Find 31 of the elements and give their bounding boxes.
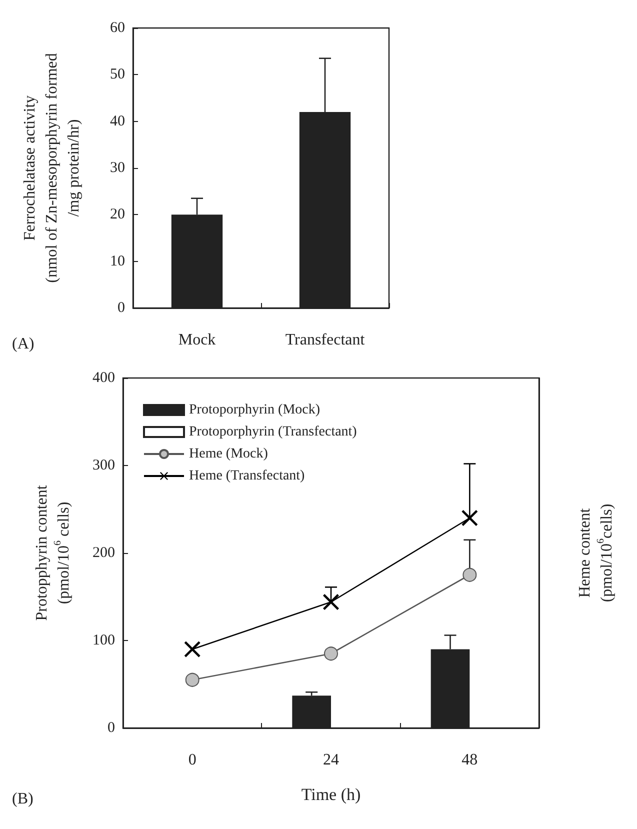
y-tick-label: 50 bbox=[110, 66, 125, 83]
y-tick-label: 10 bbox=[110, 253, 125, 270]
legend-label: Heme (Mock) bbox=[189, 446, 268, 462]
y-axis-title: Ferrochelatase activity (nmol of Zn-mesoporphyrin formed /mg protein/hr) bbox=[22, 53, 82, 283]
y-tick-label: 0 bbox=[118, 300, 125, 316]
text: (B) bbox=[12, 790, 34, 808]
legend-label: Protoporphyrin (Mock) bbox=[189, 402, 320, 418]
y-tick-label: 60 bbox=[110, 20, 125, 36]
y-tick-label: 30 bbox=[110, 160, 125, 176]
x-tick-label: 48 bbox=[462, 752, 478, 768]
y-tick-label: 40 bbox=[110, 113, 125, 130]
x-tick-label: Transfectant bbox=[285, 332, 366, 348]
point bbox=[462, 510, 478, 526]
text: (A) bbox=[12, 336, 34, 352]
y-tick-label: 20 bbox=[110, 206, 125, 223]
y-tick-label: 400 bbox=[92, 370, 115, 386]
point bbox=[184, 641, 200, 658]
legend-label: Protoporphyrin (Transfectant) bbox=[189, 424, 358, 440]
legend-label: Heme (Transfectant) bbox=[189, 468, 306, 484]
y-tick-label: 0 bbox=[108, 720, 115, 736]
y-tick-label: 300 bbox=[92, 458, 115, 474]
y-tick-label: 200 bbox=[92, 545, 115, 561]
x-tick-label: 0 bbox=[188, 752, 196, 768]
point bbox=[462, 568, 477, 582]
x-tick-label: Mock bbox=[178, 332, 216, 348]
x-axis-title: Time (h) bbox=[301, 785, 361, 804]
point bbox=[185, 672, 200, 687]
y-tick-label: 100 bbox=[92, 632, 115, 648]
x-tick-label: 24 bbox=[323, 752, 339, 768]
point bbox=[323, 594, 339, 610]
point bbox=[324, 646, 338, 661]
